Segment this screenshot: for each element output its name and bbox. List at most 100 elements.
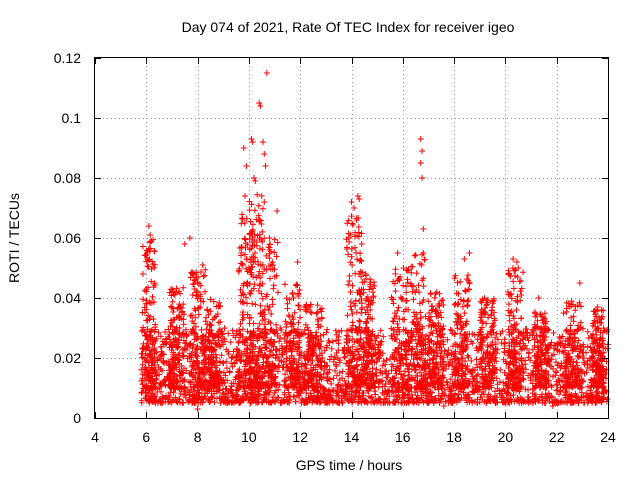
data-point [261,351,268,358]
data-point [453,368,460,375]
data-point [182,340,189,347]
data-point [347,299,354,306]
data-point [160,378,167,385]
data-point [360,353,367,360]
data-point [383,395,390,402]
data-point [525,349,532,356]
data-point [148,393,155,400]
data-point [283,343,290,350]
data-point [318,350,325,357]
data-point [402,298,409,305]
data-point [516,350,523,357]
data-point [403,289,410,296]
data-point [478,391,485,398]
data-point [188,363,195,370]
data-point [488,368,495,375]
data-point [295,302,302,309]
data-point [260,341,267,348]
data-point [537,379,544,386]
data-point [415,282,422,289]
data-point [437,381,444,388]
data-point [428,303,435,310]
data-point [307,369,314,376]
data-point [400,308,407,315]
data-point [246,357,253,364]
data-point [138,399,145,406]
data-point [411,313,418,320]
data-point [447,326,454,333]
data-point [305,349,312,356]
data-point [464,272,471,279]
data-point [380,391,387,398]
data-point [445,362,452,369]
data-point [370,399,377,406]
data-point [395,304,402,311]
data-point [208,351,215,358]
data-point [273,272,280,279]
data-point [248,253,255,260]
data-point [229,393,236,400]
data-point [363,364,370,371]
data-point [241,235,248,242]
data-point [161,360,168,367]
data-point [541,310,548,317]
data-point [461,337,468,344]
data-point [576,348,583,355]
data-point [295,319,302,326]
data-point [588,391,595,398]
data-point [524,394,531,401]
data-point [390,381,397,388]
data-point [203,326,210,333]
data-point [356,298,363,305]
data-point [158,399,165,406]
data-point [514,273,521,280]
data-point [429,356,436,363]
data-point [479,375,486,382]
data-point [421,256,428,263]
data-point [447,388,454,395]
data-point [414,383,421,390]
data-point [351,338,358,345]
data-point [274,381,281,388]
data-point [402,354,409,361]
data-point [195,273,202,280]
data-point [405,398,412,405]
data-point [171,371,178,378]
data-point [239,261,246,268]
data-point [517,372,524,379]
data-point [307,390,314,397]
data-point [152,399,159,406]
data-point [225,389,232,396]
data-point [332,367,339,374]
data-point [209,316,216,323]
data-point [557,387,564,394]
data-point [154,357,161,364]
data-point [339,375,346,382]
data-point [248,314,255,321]
data-point [514,397,521,404]
data-point [404,330,411,337]
data-point [485,384,492,391]
data-point [558,363,565,370]
data-point [560,371,567,378]
data-point [139,361,146,368]
data-point [433,327,440,334]
data-point [357,291,364,298]
data-point [249,346,256,353]
data-point [369,370,376,377]
data-point [267,382,274,389]
data-point [408,263,415,270]
data-point [358,230,365,237]
data-point [425,322,432,329]
data-point [289,289,296,296]
data-point [241,220,248,227]
data-point [585,398,592,405]
data-point [240,299,247,306]
data-point [440,367,447,374]
data-point [447,376,454,383]
data-point [404,279,411,286]
data-point [411,252,418,259]
data-point [538,339,545,346]
data-point [190,280,197,287]
